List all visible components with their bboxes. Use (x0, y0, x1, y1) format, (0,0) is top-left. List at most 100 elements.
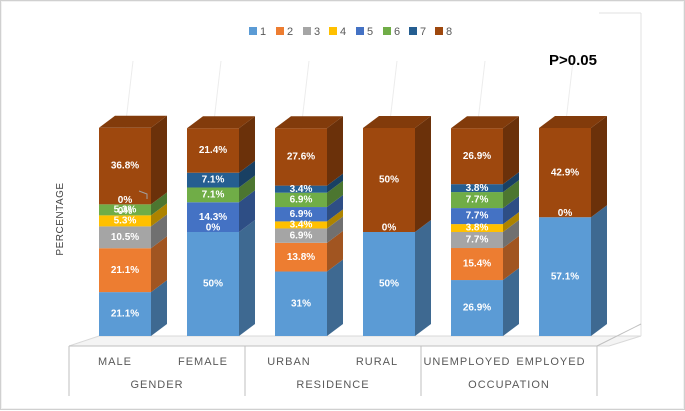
bar-segment-front (275, 185, 327, 193)
data-label: 15.4% (463, 259, 491, 270)
bar-segment-front (451, 208, 503, 225)
data-label: 0% (558, 208, 573, 219)
legend-label: 6 (394, 26, 400, 38)
group-label: GENDER (130, 379, 183, 391)
bar-segment-front (451, 192, 503, 209)
bar-segment-front (451, 232, 503, 249)
bar-segment-side (503, 196, 519, 225)
bar-segment-front (187, 128, 239, 173)
label-leader-line (138, 190, 148, 199)
bar-segment-front (99, 248, 151, 293)
category-label: URBAN (267, 356, 311, 368)
bar-segment-front (99, 292, 151, 336)
data-label: 50% (379, 175, 399, 186)
bar-segment-front (363, 232, 415, 336)
bar-segment-side (591, 116, 607, 218)
bar-segment-side (503, 220, 519, 249)
bar-segment-side (327, 173, 343, 193)
p-value-annotation: P>0.05 (549, 52, 597, 69)
data-label: 27.6% (287, 152, 315, 163)
legend-label: 5 (367, 26, 373, 38)
bar-segment-side (415, 220, 431, 336)
bar-segment-front (539, 217, 591, 336)
data-label: 57.1% (551, 271, 579, 282)
bar-top-face (539, 116, 607, 128)
bar-segment-front (99, 127, 151, 205)
bar-top-face (99, 115, 167, 128)
legend-label: 2 (287, 26, 293, 38)
bar-segment-side (239, 160, 255, 188)
bar-segment-front (187, 202, 239, 232)
data-label: 0% (118, 206, 133, 217)
bar-top-face (187, 116, 255, 129)
floor-plane (68, 335, 642, 347)
bar-segment-front (451, 248, 503, 281)
bar-female (187, 116, 255, 336)
data-label: 7.7% (466, 235, 489, 246)
data-label: 6.9% (290, 195, 313, 206)
bar-segment-front (363, 128, 415, 232)
bar-segment-front (275, 192, 327, 208)
data-label: 3.4% (290, 220, 313, 231)
bar-unemployed (451, 116, 519, 336)
bar-segment-front (99, 215, 151, 227)
data-label: 50% (203, 279, 223, 290)
bar-segment-front (451, 224, 503, 232)
bar-stack-group (99, 115, 607, 336)
data-label: 5.3% (114, 216, 137, 227)
bar-segment-side (327, 195, 343, 222)
data-label: 3.8% (466, 183, 489, 194)
bar-segment-side (327, 230, 343, 272)
y-axis-title: PERCENTAGE (55, 182, 66, 255)
data-label: 50% (379, 279, 399, 290)
bar-segment-front (451, 128, 503, 185)
bar-segment-front (187, 187, 239, 203)
bar-segment-side (151, 192, 167, 216)
bar-segment-side (503, 212, 519, 232)
legend-swatch (329, 27, 337, 35)
legend-swatch (435, 27, 443, 35)
legend-swatch (383, 27, 391, 35)
bar-male (99, 115, 167, 336)
bar-segment-side (239, 190, 255, 232)
legend: 1 2 3 4 5 6 7 8 (249, 26, 452, 38)
bar-segment-side (503, 172, 519, 193)
bar-top-face (451, 116, 519, 129)
bar-segment-side (239, 175, 255, 203)
data-label: 26.9% (463, 303, 491, 314)
bar-segment-side (327, 216, 343, 243)
data-label: 0% (206, 223, 221, 234)
legend-swatch (409, 27, 417, 35)
bar-segment-side (151, 236, 167, 293)
bar-segment-side (151, 203, 167, 227)
bar-employed (539, 116, 607, 336)
data-label: 0% (382, 223, 397, 234)
bar-top-face (363, 116, 431, 128)
bar-rural (363, 116, 431, 336)
bar-segment-side (151, 280, 167, 336)
data-label: 36.8% (111, 161, 139, 172)
bar-segment-side (503, 268, 519, 336)
data-label: 6.9% (290, 209, 313, 220)
category-axis: MALE FEMALE GENDER URBAN RURAL RESIDENCE UNEMP… (68, 323, 642, 396)
data-label: 0% (118, 195, 133, 206)
data-label: 7.1% (202, 190, 225, 201)
data-label: 21.1% (111, 265, 139, 276)
bar-segment-side (327, 209, 343, 229)
bar-segment-side (591, 205, 607, 336)
bar-segment-side (327, 180, 343, 208)
bar-segment-side (239, 220, 255, 336)
legend-swatch (303, 27, 311, 35)
category-label: UNEMPLOYED (423, 356, 510, 368)
data-label: 21.4% (199, 145, 227, 156)
bar-segment-front (275, 128, 327, 186)
data-label: 5.3% (114, 204, 137, 215)
group-label: RESIDENCE (296, 379, 369, 391)
legend-label: 4 (340, 26, 346, 38)
legend-label: 8 (446, 26, 452, 38)
legend-swatch (356, 27, 364, 35)
legend-label: 1 (260, 26, 266, 38)
data-label: 42.9% (551, 167, 579, 178)
data-label-group: 21.1%21.1%10.5%5.3%0%5.3%0%36.8%50%0%14.… (111, 145, 579, 320)
